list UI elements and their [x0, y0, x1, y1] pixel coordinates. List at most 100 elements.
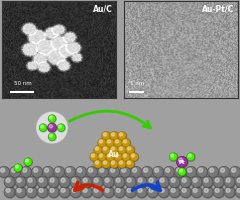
Circle shape	[136, 186, 147, 198]
Circle shape	[110, 146, 118, 154]
Circle shape	[65, 166, 76, 178]
Circle shape	[108, 166, 120, 178]
Circle shape	[48, 187, 60, 198]
Circle shape	[106, 139, 114, 147]
Circle shape	[237, 178, 240, 182]
Circle shape	[105, 188, 109, 192]
Circle shape	[65, 167, 76, 178]
Circle shape	[132, 168, 137, 172]
Circle shape	[99, 140, 102, 143]
Circle shape	[111, 133, 114, 136]
Circle shape	[48, 116, 56, 123]
Circle shape	[92, 177, 103, 188]
Circle shape	[28, 178, 32, 182]
Circle shape	[15, 177, 26, 188]
Circle shape	[16, 187, 27, 198]
Circle shape	[197, 166, 208, 178]
Circle shape	[59, 125, 61, 128]
Circle shape	[111, 168, 115, 172]
Circle shape	[0, 168, 5, 172]
Circle shape	[94, 146, 103, 155]
Circle shape	[5, 177, 16, 188]
Circle shape	[160, 178, 164, 182]
Circle shape	[178, 168, 186, 176]
Circle shape	[215, 188, 219, 192]
Circle shape	[180, 169, 183, 172]
Circle shape	[6, 188, 10, 192]
Circle shape	[98, 153, 107, 162]
Circle shape	[152, 166, 163, 178]
Circle shape	[219, 167, 230, 178]
Circle shape	[4, 177, 15, 188]
Circle shape	[123, 154, 126, 157]
Circle shape	[103, 177, 114, 188]
Circle shape	[122, 139, 131, 148]
Circle shape	[105, 178, 109, 182]
Circle shape	[103, 147, 107, 150]
Circle shape	[235, 186, 240, 198]
Circle shape	[70, 177, 81, 188]
Circle shape	[147, 177, 158, 188]
Circle shape	[99, 154, 102, 157]
Circle shape	[82, 187, 93, 198]
Circle shape	[27, 187, 37, 198]
Circle shape	[215, 178, 219, 182]
Circle shape	[176, 156, 187, 168]
Circle shape	[48, 134, 56, 141]
Circle shape	[21, 167, 32, 178]
Circle shape	[226, 188, 230, 192]
Circle shape	[203, 177, 214, 188]
Circle shape	[98, 167, 109, 178]
Text: 1 nm: 1 nm	[130, 80, 144, 85]
Circle shape	[204, 178, 208, 182]
Circle shape	[144, 168, 148, 172]
Circle shape	[102, 146, 111, 155]
FancyArrowPatch shape	[69, 111, 150, 128]
Circle shape	[14, 164, 22, 172]
Text: 50 nm: 50 nm	[14, 80, 32, 85]
Circle shape	[76, 167, 87, 178]
Circle shape	[166, 168, 170, 172]
Circle shape	[122, 139, 130, 147]
Circle shape	[54, 167, 65, 178]
Circle shape	[78, 168, 82, 172]
Circle shape	[114, 139, 123, 148]
Circle shape	[94, 160, 102, 168]
Circle shape	[177, 168, 181, 172]
Circle shape	[110, 146, 119, 155]
Circle shape	[36, 112, 68, 144]
Circle shape	[61, 178, 65, 182]
Circle shape	[94, 178, 98, 182]
Circle shape	[180, 186, 191, 198]
Circle shape	[170, 153, 178, 161]
Circle shape	[224, 186, 235, 198]
Circle shape	[83, 178, 87, 182]
Circle shape	[110, 132, 118, 140]
Circle shape	[5, 187, 16, 198]
Circle shape	[115, 154, 119, 157]
Circle shape	[171, 188, 175, 192]
Circle shape	[72, 188, 76, 192]
Circle shape	[34, 168, 38, 172]
Circle shape	[45, 168, 49, 172]
Circle shape	[136, 177, 147, 188]
Circle shape	[187, 153, 195, 161]
Circle shape	[55, 168, 60, 172]
Circle shape	[118, 132, 127, 141]
Circle shape	[49, 125, 53, 128]
Circle shape	[122, 153, 131, 162]
Circle shape	[187, 153, 195, 161]
Circle shape	[213, 177, 224, 188]
Circle shape	[163, 166, 174, 178]
Circle shape	[50, 178, 54, 182]
Circle shape	[26, 177, 37, 188]
Circle shape	[94, 188, 98, 192]
Circle shape	[221, 168, 225, 172]
Circle shape	[147, 186, 158, 198]
Circle shape	[41, 125, 43, 128]
Circle shape	[208, 167, 219, 178]
Circle shape	[0, 167, 10, 178]
Circle shape	[93, 187, 103, 198]
Text: Au/C: Au/C	[93, 5, 113, 14]
Circle shape	[127, 161, 131, 164]
